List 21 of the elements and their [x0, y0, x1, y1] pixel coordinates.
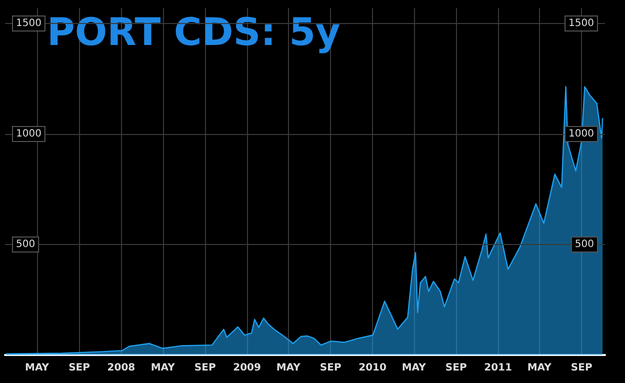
chart-title: PORT CDS: 5y: [47, 10, 341, 54]
x-tick-label: MAY: [276, 362, 302, 374]
x-tick-label: SEP: [68, 362, 90, 374]
x-tick-label: 2009: [233, 362, 262, 374]
x-tick-label: MAY: [24, 362, 50, 374]
x-tick-label: SEP: [445, 362, 467, 374]
y2-tick-label: 500: [574, 238, 594, 250]
x-tick-label: MAY: [527, 362, 552, 374]
x-tick-label: 2011: [484, 362, 512, 374]
x-tick-label: MAY: [402, 362, 427, 374]
x-tick-label: SEP: [320, 362, 342, 374]
y-tick-label: 500: [16, 238, 36, 250]
y2-tick-label: 1000: [568, 128, 594, 140]
y2-tick-label: 1500: [568, 18, 594, 29]
x-tick-label: SEP: [570, 362, 592, 374]
x-tick-label: SEP: [194, 362, 216, 374]
x-tick-label: MAY: [150, 362, 176, 374]
x-tick-label: 2008: [107, 362, 136, 374]
y-tick-label: 1000: [16, 128, 42, 140]
y-tick-label: 1500: [16, 18, 42, 29]
x-tick-label: 2010: [358, 362, 387, 374]
